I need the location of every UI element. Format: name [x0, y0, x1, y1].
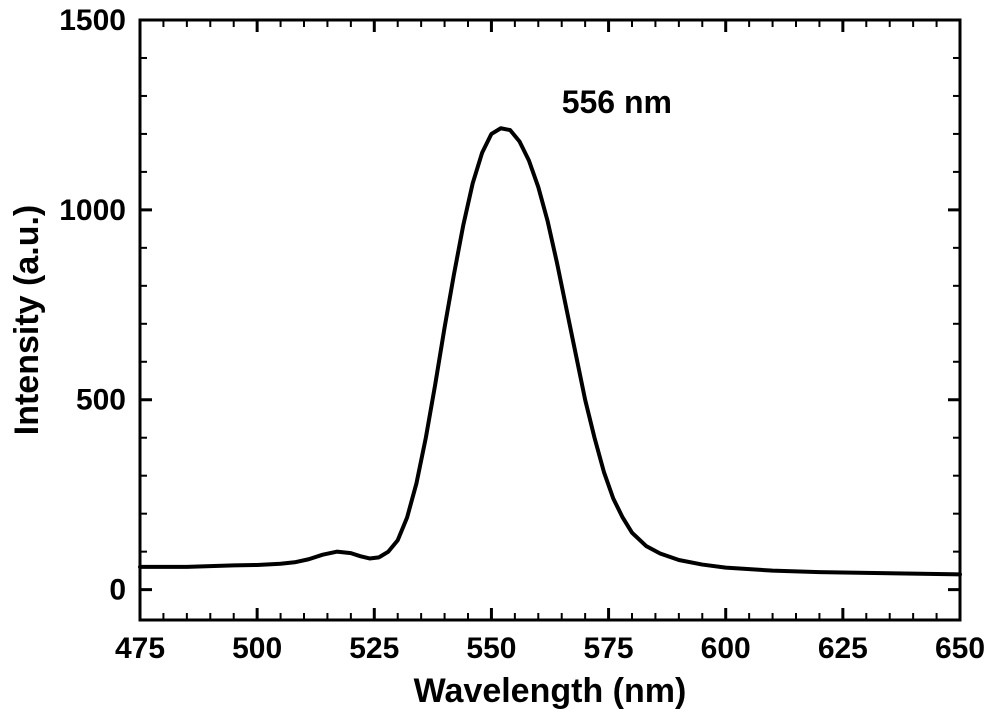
x-tick-label: 500	[232, 632, 282, 665]
y-tick-label: 0	[109, 574, 126, 607]
y-tick-label: 1500	[59, 4, 126, 37]
x-tick-label: 625	[818, 632, 868, 665]
x-tick-label: 600	[701, 632, 751, 665]
chart-svg: 475 500 525 550 575 600 625 650 0 500 1000 1500 Wave…	[0, 0, 1000, 728]
peak-label: 556 nm	[562, 84, 672, 120]
y-tick-label: 500	[76, 384, 126, 417]
x-tick-label: 525	[349, 632, 399, 665]
x-tick-label: 550	[466, 632, 516, 665]
x-tick-label: 650	[935, 632, 985, 665]
emission-curve	[140, 128, 960, 574]
x-axis-title: Wavelength (nm)	[414, 672, 687, 710]
y-tick-label: 1000	[59, 194, 126, 227]
y-axis-title: Intensity (a.u.)	[8, 205, 46, 435]
x-tick-label: 575	[584, 632, 634, 665]
plot-box	[140, 20, 960, 620]
x-tick-label: 475	[115, 632, 165, 665]
spectrum-chart: 475 500 525 550 575 600 625 650 0 500 1000 1500 Wave…	[0, 0, 1000, 728]
